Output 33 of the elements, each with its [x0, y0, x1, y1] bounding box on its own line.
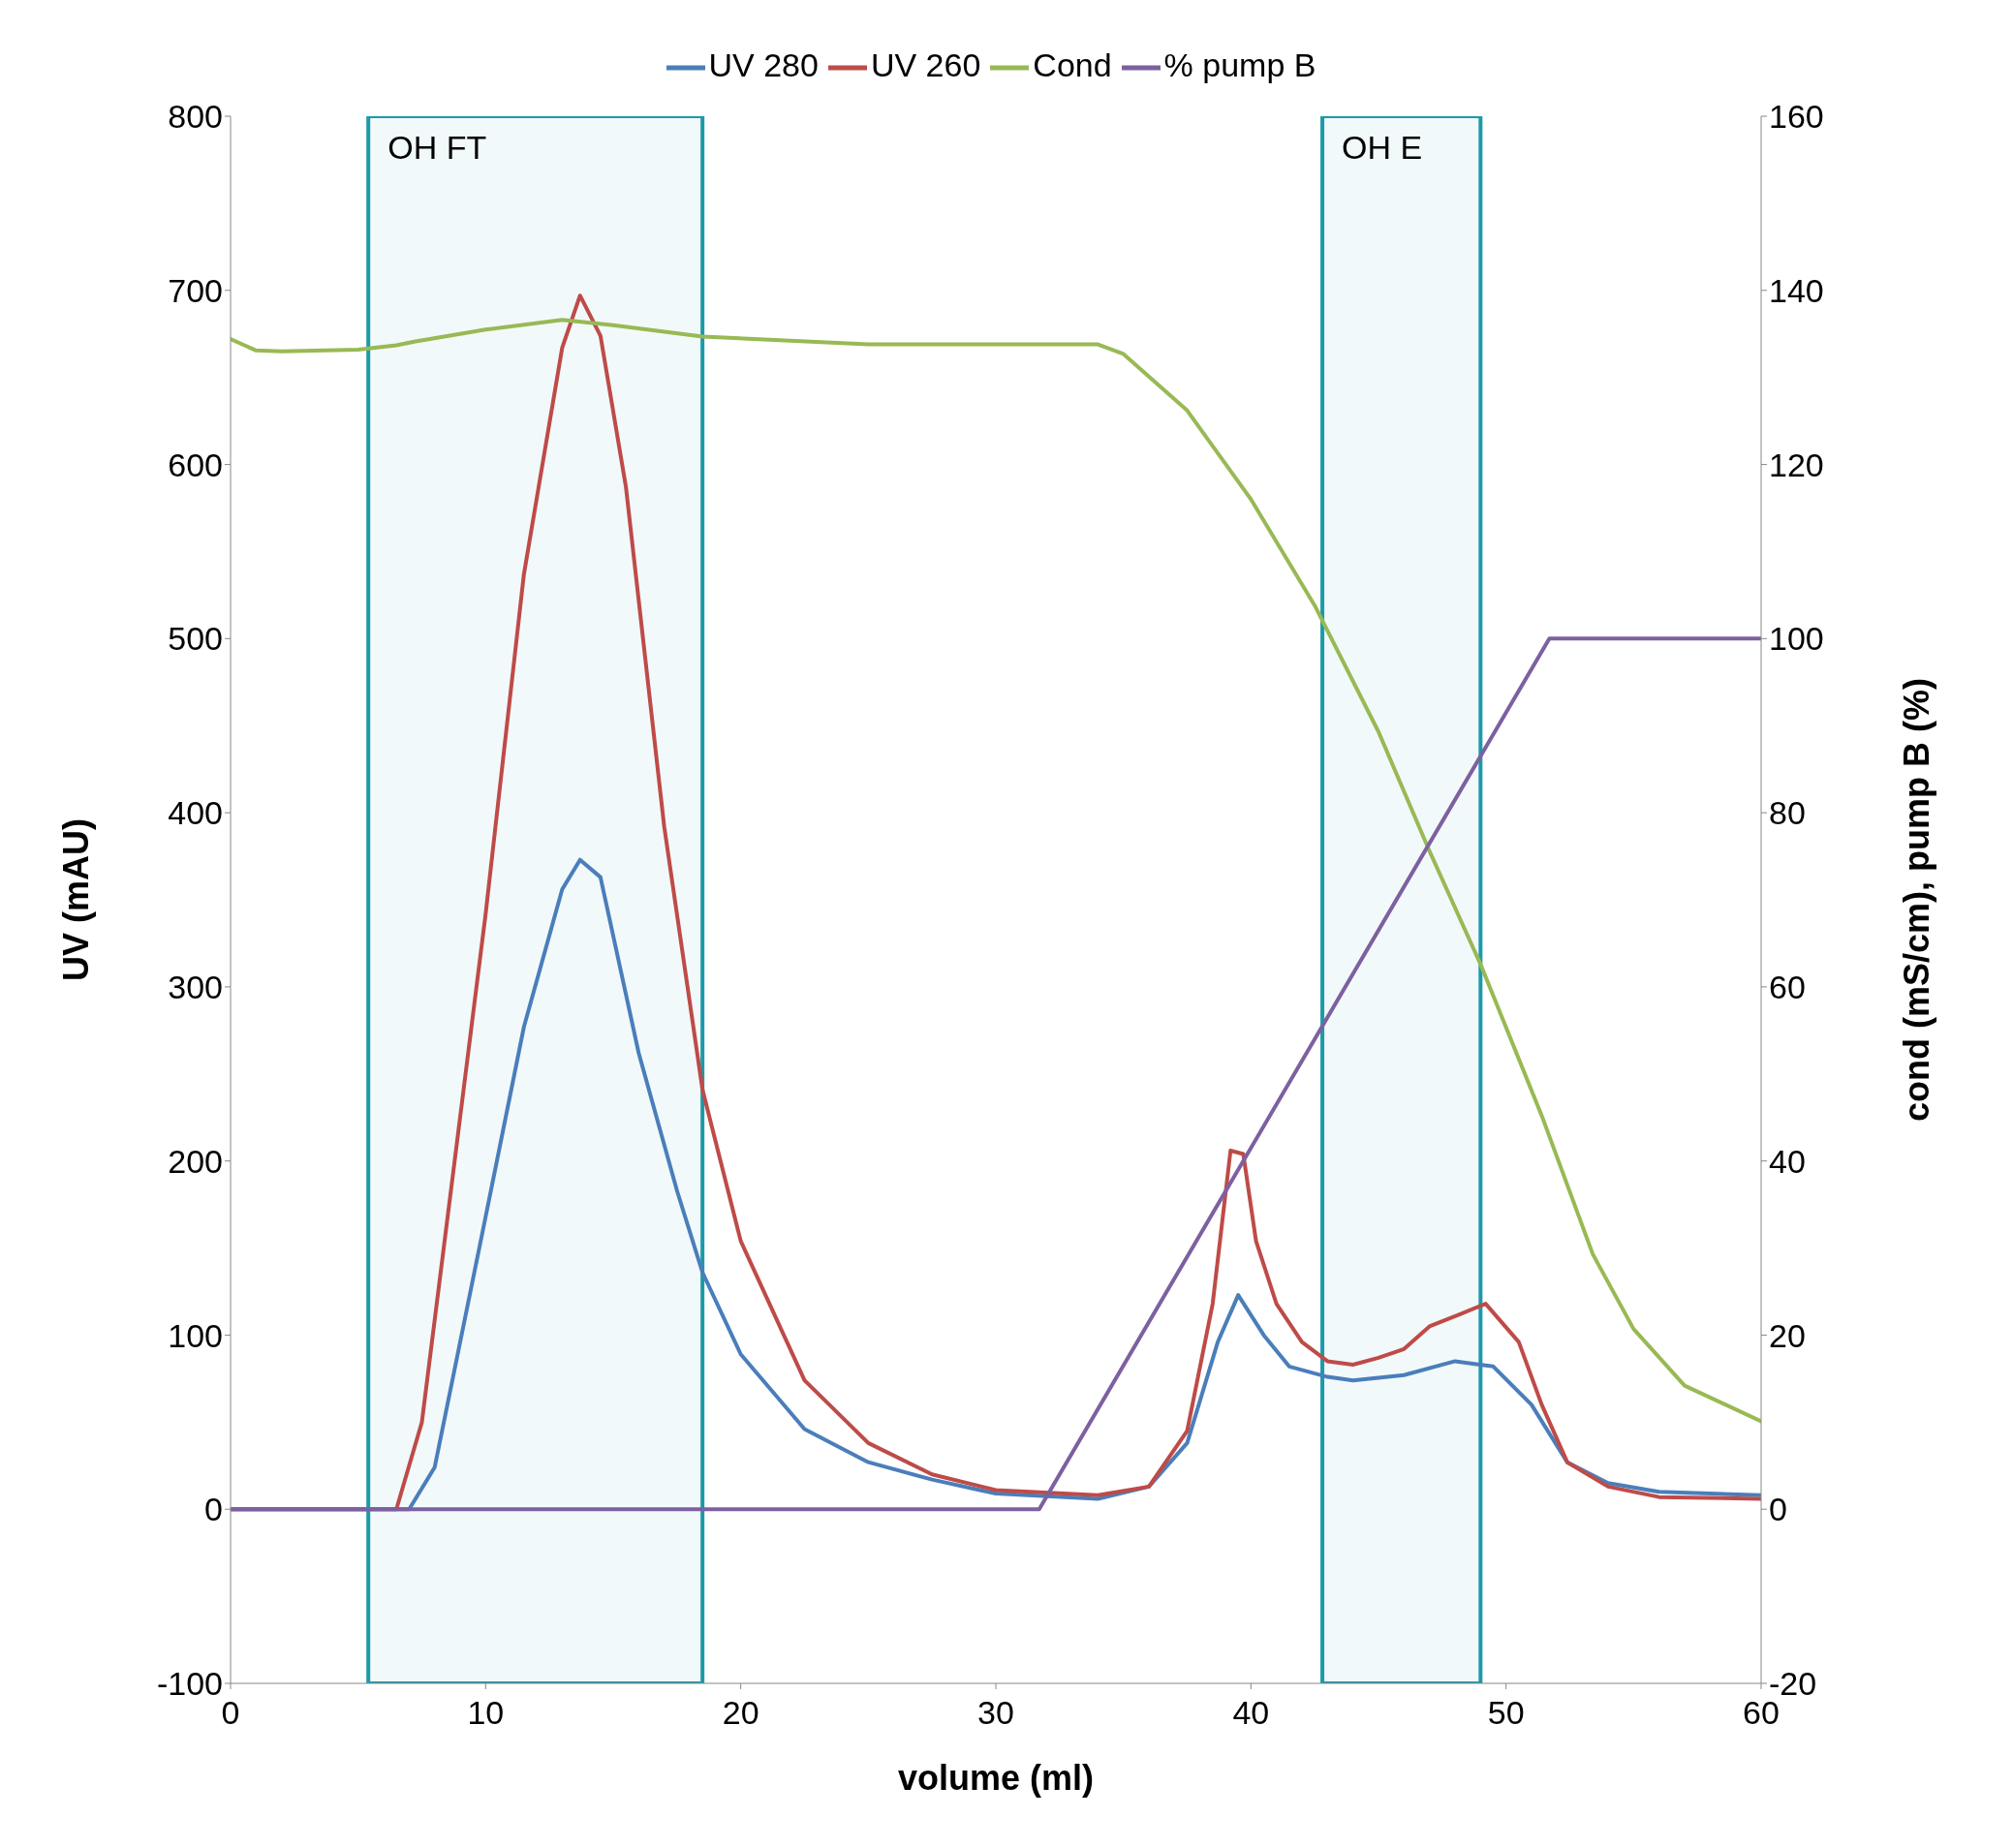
legend-label: UV 280: [708, 46, 819, 83]
y-tick-label: 700: [168, 271, 223, 309]
x-axis-title: volume (ml): [897, 1758, 1095, 1798]
y2-tick-label: 160: [1769, 98, 1824, 136]
y2-tick-label: 60: [1769, 968, 1806, 1005]
y-tick-label: 100: [168, 1316, 223, 1354]
band-label: OH FT: [387, 129, 487, 167]
y-tick-label: -100: [156, 1665, 223, 1703]
y2-tick-label: 40: [1769, 1142, 1806, 1180]
y-tick-label: 0: [204, 1491, 223, 1528]
x-tick-label: 20: [722, 1694, 759, 1732]
legend-label: UV 260: [870, 46, 981, 83]
x-tick-label: 10: [467, 1694, 505, 1732]
x-tick-label: 50: [1487, 1694, 1525, 1732]
y2-tick-label: 100: [1769, 620, 1824, 658]
y2-tick-label: 20: [1769, 1316, 1806, 1354]
y-tick-label: 500: [168, 620, 223, 658]
y-tick-label: 400: [168, 794, 223, 832]
legend-label: Cond: [1033, 46, 1112, 83]
x-tick-label: 30: [977, 1694, 1014, 1732]
y2-tick-label: 80: [1769, 794, 1806, 832]
y2-tick-label: 120: [1769, 446, 1824, 483]
legend-label: % pump B: [1163, 46, 1316, 83]
y-tick-label: 600: [168, 446, 223, 483]
y-tick-label: 200: [168, 1142, 223, 1180]
x-tick-label: 40: [1232, 1694, 1270, 1732]
band-label: OH E: [1342, 129, 1423, 167]
y2-axis-title: cond (mS/cm), pump B (%): [1896, 678, 1936, 1123]
y2-tick-label: 0: [1769, 1491, 1787, 1528]
y-tick-label: 300: [168, 968, 223, 1005]
y-tick-label: 800: [168, 98, 223, 136]
y-axis-title: UV (mAU): [55, 818, 96, 982]
y2-tick-label: 140: [1769, 271, 1824, 309]
